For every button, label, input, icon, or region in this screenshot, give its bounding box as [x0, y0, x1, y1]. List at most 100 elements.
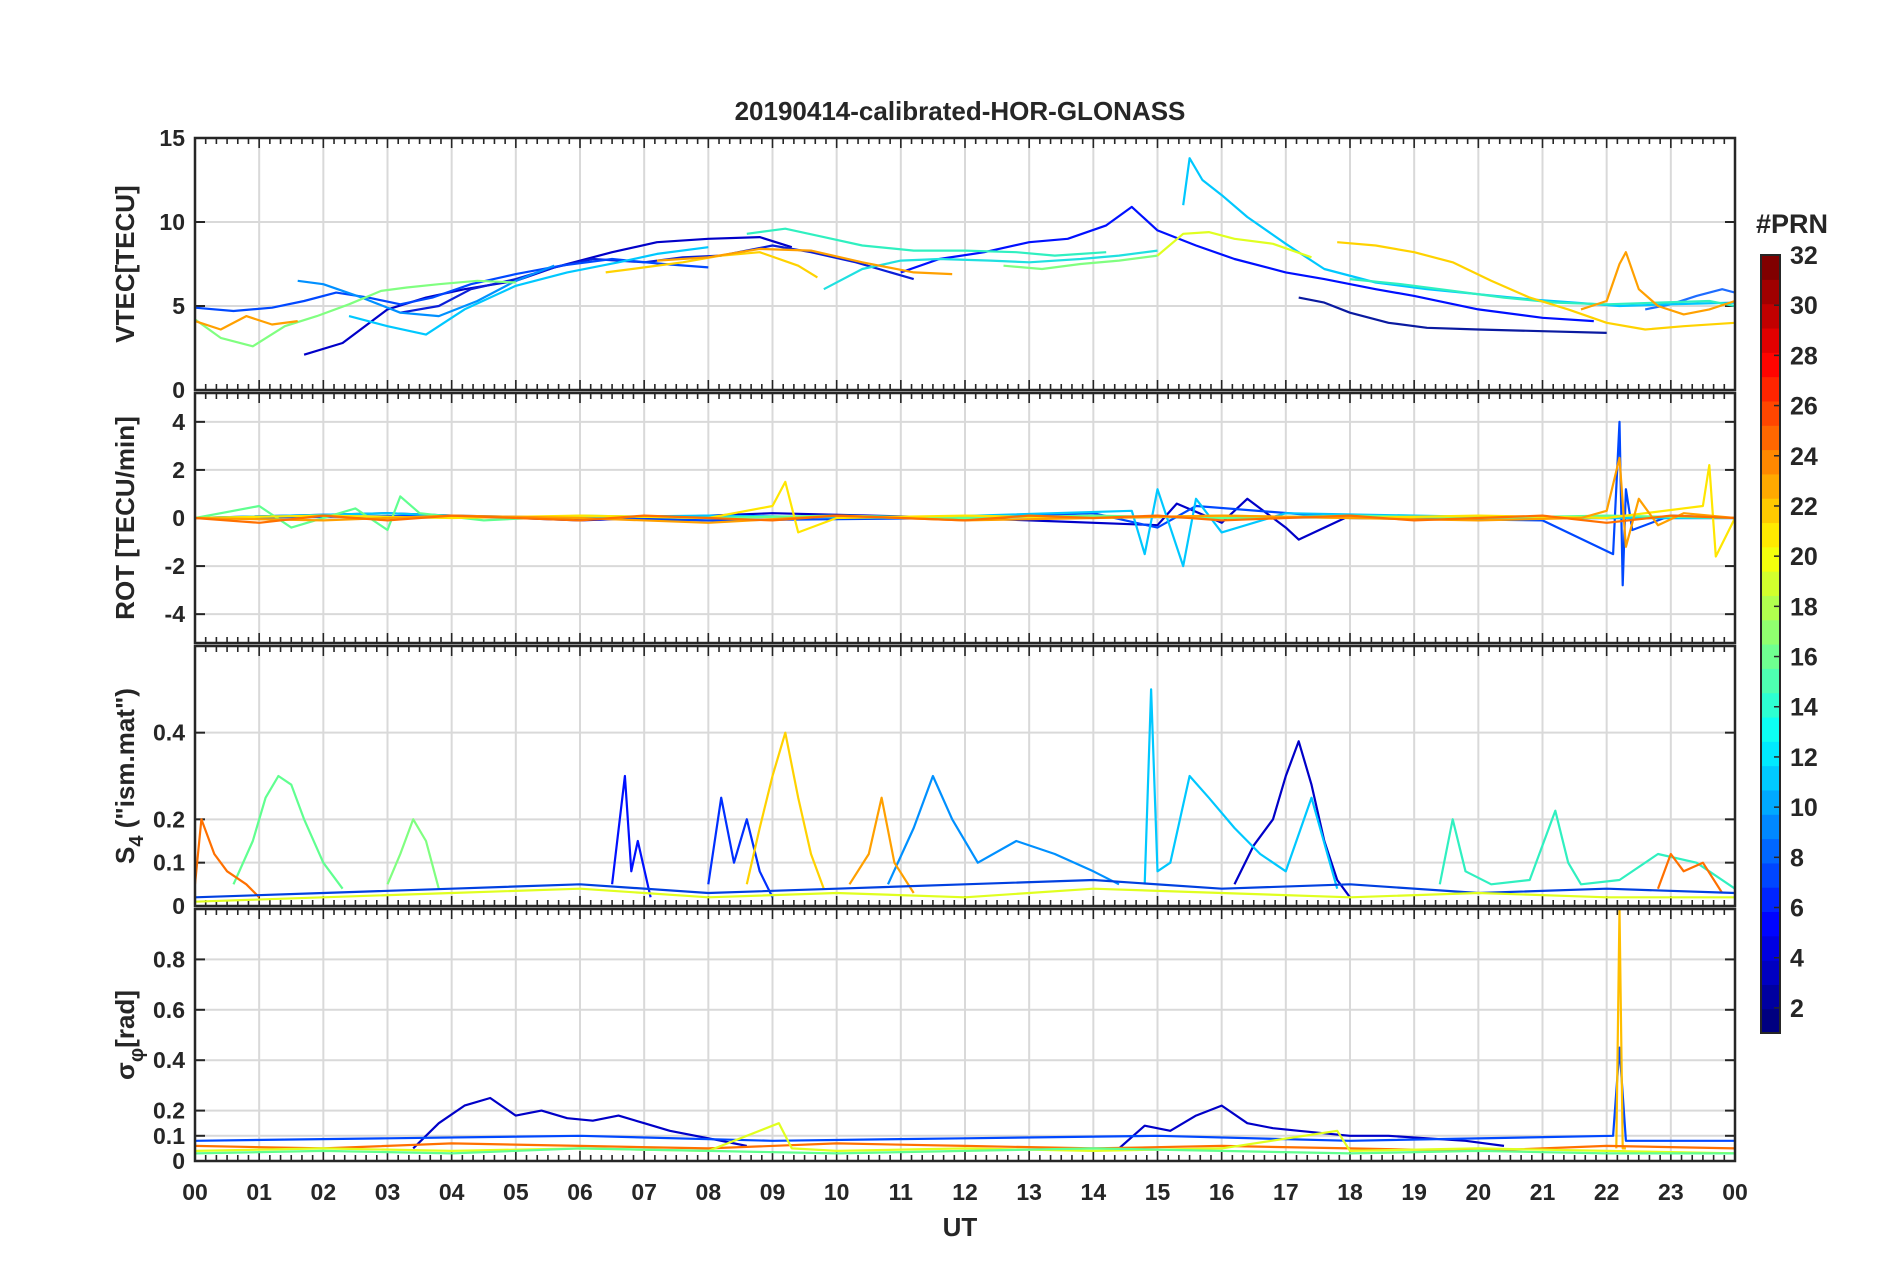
colorbar-segment [1761, 960, 1780, 985]
colorbar-segment [1761, 911, 1780, 937]
series-line-prn-15 [746, 227, 1107, 257]
series-line-prn-13 [823, 249, 1158, 291]
colorbar-segment [1761, 862, 1780, 888]
y-tick-label: 0.1 [153, 850, 185, 876]
y-tick-label: -4 [165, 601, 186, 627]
x-axis-label: UT [943, 1212, 978, 1242]
x-tick-label: 21 [1530, 1179, 1556, 1205]
colorbar-segment [1761, 327, 1780, 353]
series-line-prn-8 [1644, 288, 1735, 311]
colorbar-segment [1761, 984, 1780, 1010]
series-line-prn-9 [886, 774, 1120, 886]
series-line-prn-1 [412, 1096, 748, 1150]
x-tick-label: 15 [1145, 1179, 1171, 1205]
series-line-prn-21 [745, 731, 825, 890]
colorbar-tick-label: 6 [1790, 895, 1804, 923]
y-tick-label: 5 [172, 293, 185, 319]
panel-sigma: 00.10.2 0.4 0.6 0.8σφ[rad] [110, 907, 1737, 1174]
y-axis-label-vtec: VTEC[TECU] [110, 185, 140, 342]
x-tick-label: 03 [375, 1179, 401, 1205]
colorbar-title: #PRN [1756, 209, 1828, 239]
series-line-prn-19 [1156, 231, 1312, 259]
y-tick-label: 0.6 [153, 997, 185, 1023]
colorbar-tick-label: 4 [1790, 945, 1804, 973]
colorbar-tick-label: 22 [1790, 493, 1818, 521]
series-line-prn-23 [1580, 251, 1735, 316]
series-line-prn-5 [1298, 296, 1607, 334]
series-line-prn-20 [195, 464, 1735, 558]
colorbar-tick-label: 28 [1790, 342, 1818, 370]
colorbar-segment [1761, 692, 1780, 718]
panel-vtec: 0 5 10 15 VTEC[TECU] [110, 125, 1737, 403]
colorbar-tick-label: 12 [1790, 744, 1818, 772]
y-axis-label-sigma: σφ[rad] [110, 990, 148, 1080]
panel-frame [193, 644, 1737, 908]
colorbar-segment [1761, 595, 1780, 621]
y-tick-label: -2 [165, 553, 185, 579]
series-line-prn-11 [348, 246, 709, 336]
y-tick-label: 0.8 [153, 946, 185, 972]
y-tick-label: 0 [172, 377, 185, 403]
colorbar-segment [1761, 765, 1780, 791]
colorbar-frame [1760, 254, 1781, 1034]
colorbar-segment [1761, 303, 1780, 329]
series-line-prn-21 [1337, 241, 1735, 331]
colorbar-tick-label: 14 [1790, 694, 1818, 722]
x-tick-label: 00 [1722, 1179, 1748, 1205]
y-tick-label: 2 [172, 457, 185, 483]
x-tick-label: 04 [439, 1179, 465, 1205]
colorbar-segment [1761, 400, 1780, 426]
series-line-prn-23 [195, 315, 298, 331]
x-tick-label: 14 [1081, 1179, 1107, 1205]
colorbar-segment [1761, 935, 1780, 961]
x-tick-label: 20 [1466, 1179, 1492, 1205]
series-line-prn-16 [195, 1147, 1735, 1155]
y-tick-label: 0.4 [153, 720, 185, 746]
colorbar-segment [1761, 546, 1780, 572]
colorbar-tick-label: 30 [1790, 292, 1818, 320]
series-line-prn-22 [1615, 909, 1626, 1150]
series-line-prn-16 [232, 774, 344, 890]
x-tick-label: 22 [1594, 1179, 1620, 1205]
y-tick-label: 0 [172, 505, 185, 531]
series-group [195, 157, 1735, 356]
colorbar-tick-label: 24 [1790, 443, 1818, 471]
x-tick-label: 09 [760, 1179, 786, 1205]
x-tick-label: 23 [1658, 1179, 1684, 1205]
colorbar-segment [1761, 668, 1780, 694]
colorbar-segment [1761, 571, 1780, 596]
panel-rot: -4 -2 0 2 4 ROT [TECU/min] [110, 391, 1737, 645]
series-line-prn-1 [1118, 1104, 1505, 1150]
y-axis-label-rot: ROT [TECU/min] [110, 416, 140, 620]
series-group [195, 688, 1735, 903]
colorbar-tick-label: 16 [1790, 644, 1818, 672]
series-line-prn-25 [195, 514, 1735, 524]
colorbar-segment [1761, 789, 1780, 815]
series-line-prn-23 [195, 456, 1735, 548]
x-tick-label: 01 [246, 1179, 272, 1205]
colorbar-tick-label: 2 [1790, 995, 1804, 1023]
series-line-prn-19 [195, 1122, 1735, 1155]
colorbar-segment [1761, 1008, 1780, 1034]
y-tick-label: 0.2 [153, 1098, 185, 1124]
colorbar-segment [1761, 644, 1780, 669]
colorbar-tick-label: 20 [1790, 543, 1818, 571]
x-tick-label: 08 [696, 1179, 722, 1205]
x-tick-label: 17 [1273, 1179, 1299, 1205]
x-tick-label: 05 [503, 1179, 529, 1205]
series-line-prn-9 [297, 264, 555, 318]
colorbar-segment [1761, 498, 1780, 524]
series-line-prn-14 [1438, 809, 1735, 890]
y-tick-label: 0.1 [153, 1123, 185, 1149]
colorbar-segment [1761, 838, 1780, 864]
panel-s4: 0 0.1 0.2 0.4S4 ("ism.mat") [110, 644, 1737, 919]
x-tick-label: 02 [311, 1179, 337, 1205]
x-tick-label: 13 [1016, 1179, 1042, 1205]
x-tick-label: 06 [567, 1179, 593, 1205]
x-tick-label: 16 [1209, 1179, 1235, 1205]
x-tick-label: 19 [1401, 1179, 1427, 1205]
panel-frame [193, 136, 1737, 392]
colorbar-segment [1761, 255, 1780, 280]
